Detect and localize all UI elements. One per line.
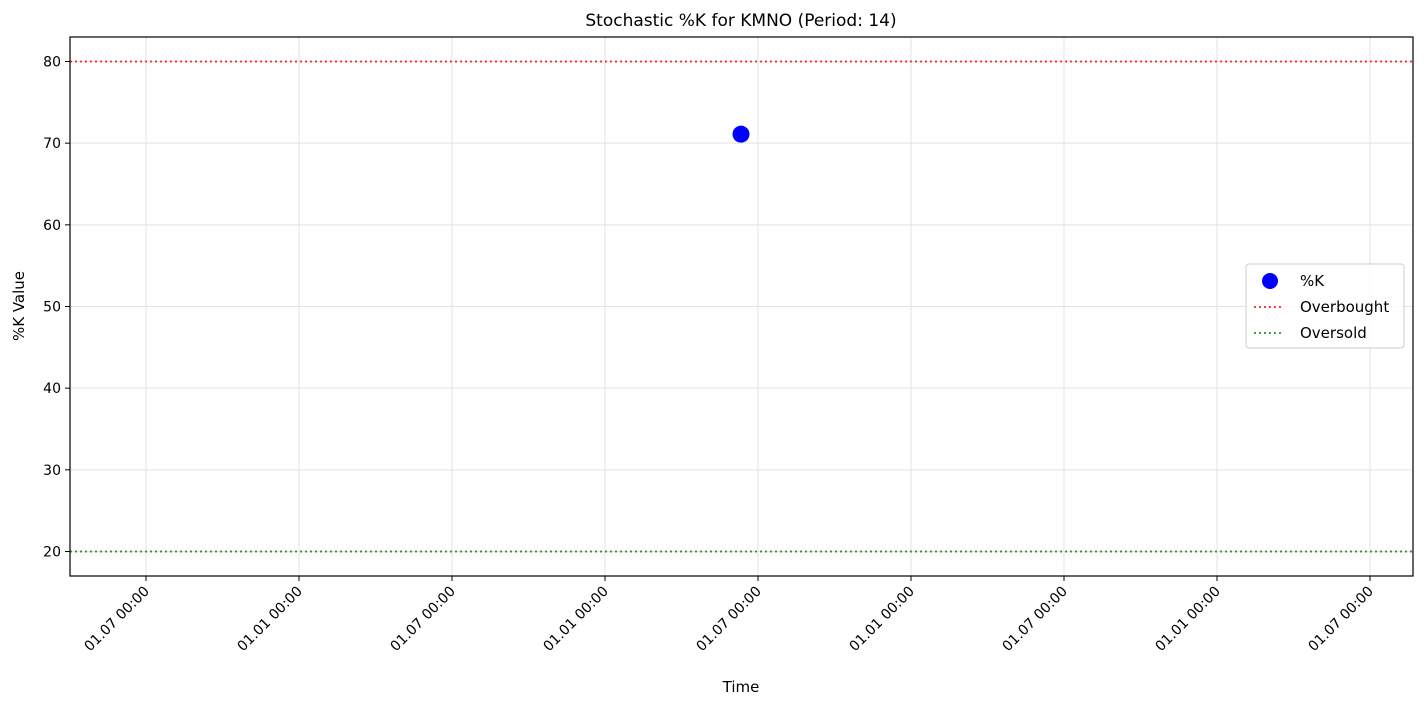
y-tick-label: 60	[43, 218, 61, 234]
y-axis: 20 30 40 50 60 70 80	[43, 55, 70, 561]
legend-marker-k	[1262, 273, 1278, 289]
data-point-k	[732, 125, 750, 143]
legend-box	[1245, 263, 1405, 349]
y-tick-label: 40	[43, 381, 61, 397]
y-axis-label: %K Value	[10, 271, 28, 341]
reference-lines	[70, 60, 1413, 553]
legend: %K Overbought Oversold	[1245, 263, 1405, 349]
y-tick-label: 20	[43, 545, 61, 561]
legend-label-oversold: Oversold	[1300, 324, 1367, 342]
y-tick-label: 70	[43, 136, 61, 152]
legend-label-overbought: Overbought	[1300, 298, 1389, 316]
y-tick-label: 50	[43, 300, 61, 316]
grid	[70, 37, 1413, 576]
y-tick-label: 30	[43, 463, 61, 479]
legend-label-k: %K	[1300, 272, 1325, 290]
chart-title: Stochastic %K for KMNO (Period: 14)	[585, 11, 896, 31]
data-points	[732, 125, 750, 143]
y-tick-label: 80	[43, 55, 61, 71]
x-axis-label: Time	[722, 678, 760, 696]
